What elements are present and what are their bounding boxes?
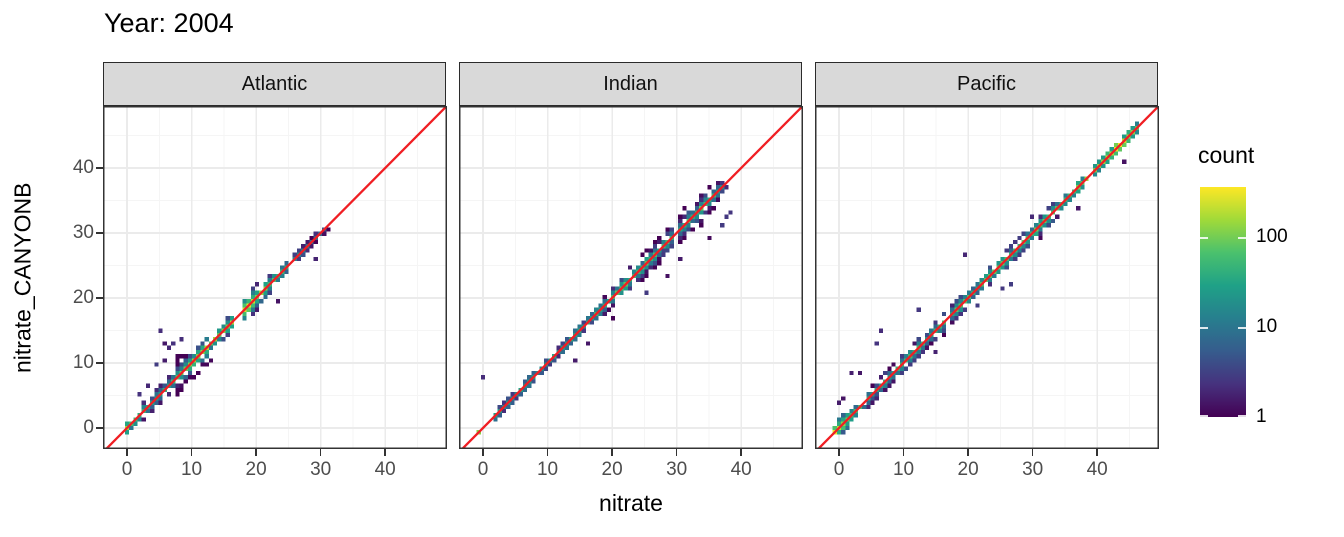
legend-tick-label: 10 bbox=[1256, 316, 1278, 338]
x-tick-label: 40 bbox=[730, 459, 752, 480]
x-tick-label: 0 bbox=[121, 459, 133, 480]
y-tick-mark bbox=[96, 232, 103, 234]
facet-strip-label: Indian bbox=[603, 72, 658, 95]
x-tick-label: 10 bbox=[536, 459, 559, 480]
x-tick-label: 20 bbox=[957, 459, 979, 480]
facet-strip-label: Pacific bbox=[957, 72, 1016, 95]
identity-line bbox=[460, 106, 803, 449]
x-tick-mark bbox=[126, 449, 128, 456]
x-tick-mark bbox=[319, 449, 322, 456]
panel-border bbox=[459, 106, 803, 449]
facet-panel-atlantic bbox=[103, 106, 447, 449]
x-tick-mark bbox=[255, 449, 257, 456]
identity-line bbox=[104, 106, 447, 449]
x-tick-label: 20 bbox=[601, 459, 623, 480]
y-tick-mark bbox=[96, 167, 103, 169]
facet-strip-atlantic: Atlantic bbox=[103, 62, 446, 106]
grid-layer bbox=[815, 106, 1159, 449]
legend-tick-dash bbox=[1238, 415, 1246, 417]
x-tick-label: 20 bbox=[245, 459, 267, 480]
x-tick-mark bbox=[740, 449, 742, 456]
x-tick-mark bbox=[384, 449, 386, 456]
facet-panel-indian bbox=[459, 106, 803, 449]
y-tick-label: 10 bbox=[72, 352, 94, 373]
facet-panel-pacific bbox=[815, 106, 1159, 449]
legend-colorbar bbox=[1200, 187, 1246, 417]
x-tick-mark bbox=[482, 449, 484, 456]
facet-strip-pacific: Pacific bbox=[815, 62, 1158, 106]
x-tick-mark bbox=[1096, 449, 1098, 456]
x-tick-mark bbox=[1031, 449, 1034, 456]
legend-tick-label: 1 bbox=[1256, 406, 1267, 427]
x-tick-label: 30 bbox=[1022, 459, 1044, 480]
x-tick-label: 30 bbox=[310, 459, 332, 480]
grid-layer bbox=[103, 106, 447, 449]
panel-border bbox=[103, 106, 447, 449]
panel-border bbox=[815, 106, 1159, 449]
y-tick-mark bbox=[96, 362, 103, 364]
x-tick-label: 10 bbox=[180, 459, 203, 480]
x-tick-mark bbox=[611, 449, 613, 456]
y-tick-label: 20 bbox=[72, 287, 94, 308]
y-tick-mark bbox=[96, 297, 103, 299]
x-tick-mark bbox=[967, 449, 969, 456]
facet-strip-label: Atlantic bbox=[241, 72, 308, 95]
facet-strip-indian: Indian bbox=[459, 62, 802, 106]
y-tick-label: 30 bbox=[72, 222, 94, 243]
y-axis-title: nitrate_CANYONB bbox=[9, 182, 36, 373]
legend-tick-dash bbox=[1200, 237, 1208, 240]
x-axis-title: nitrate bbox=[599, 490, 663, 516]
x-tick-mark bbox=[838, 449, 840, 456]
x-tick-mark bbox=[902, 449, 905, 456]
legend-tick-dash bbox=[1200, 327, 1208, 330]
legend-tick-dash bbox=[1238, 327, 1246, 330]
legend-title: count bbox=[1198, 142, 1255, 168]
chart-title: Year: 2004 bbox=[104, 8, 234, 38]
x-tick-label: 30 bbox=[666, 459, 688, 480]
x-tick-label: 0 bbox=[833, 459, 845, 480]
x-tick-mark bbox=[546, 449, 549, 456]
legend-tick-dash bbox=[1200, 415, 1208, 417]
x-tick-mark bbox=[675, 449, 678, 456]
x-tick-label: 10 bbox=[892, 459, 915, 480]
legend-tick-dash bbox=[1238, 237, 1246, 240]
x-tick-label: 40 bbox=[1086, 459, 1108, 480]
y-tick-mark bbox=[96, 427, 103, 429]
x-tick-mark bbox=[190, 449, 193, 456]
x-tick-label: 40 bbox=[374, 459, 396, 480]
identity-line bbox=[816, 106, 1159, 449]
y-tick-label: 0 bbox=[83, 417, 94, 438]
legend-tick-label: 100 bbox=[1256, 226, 1288, 248]
x-tick-label: 0 bbox=[477, 459, 489, 480]
y-tick-label: 40 bbox=[72, 157, 94, 178]
